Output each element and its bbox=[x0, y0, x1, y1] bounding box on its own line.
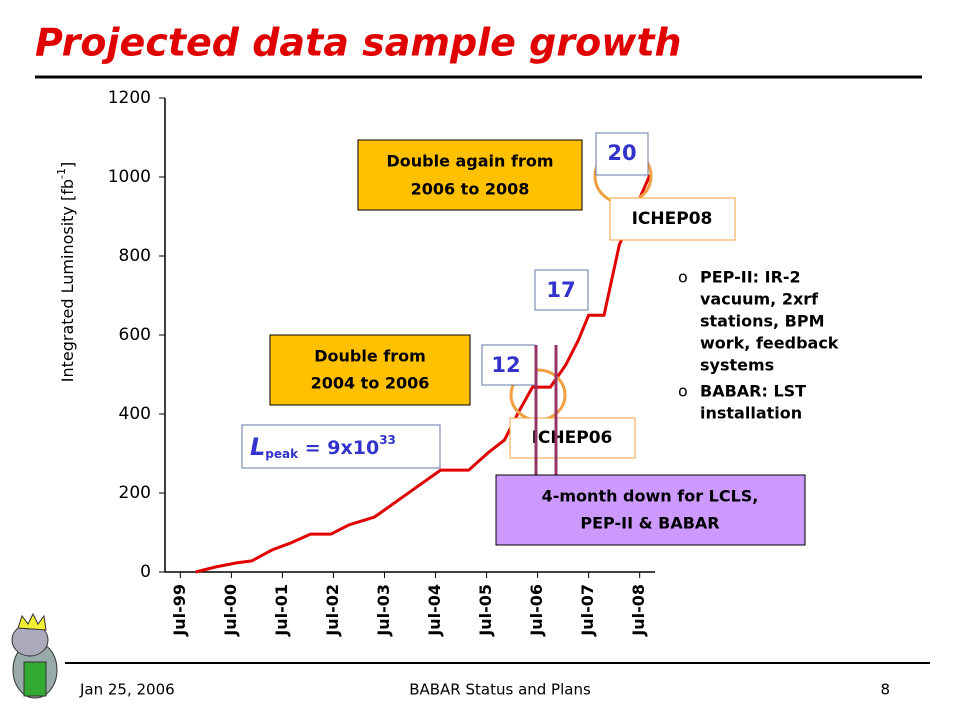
y-label-part: ] bbox=[58, 162, 77, 168]
footer-title: BABAR Status and Plans bbox=[409, 681, 591, 699]
x-tick-label: Jul-01 bbox=[272, 584, 291, 637]
lpeak-text: Lpeak = 9x1033 bbox=[250, 433, 396, 462]
x-tick-label: Jul-07 bbox=[578, 584, 597, 637]
bullet-text: vacuum, 2xrf bbox=[700, 290, 819, 309]
label-box bbox=[609, 197, 736, 241]
lpeak-l: L bbox=[250, 433, 265, 461]
label-box bbox=[509, 417, 636, 459]
y-label-part: Integrated Luminosity [fb bbox=[58, 179, 77, 382]
bullet-text: installation bbox=[700, 404, 802, 423]
note-box bbox=[357, 139, 583, 211]
count-text: 17 bbox=[546, 278, 575, 302]
note-text: Double again from bbox=[386, 152, 553, 171]
y-tick-label: 1200 bbox=[108, 88, 151, 108]
count-text: 12 bbox=[491, 353, 520, 377]
slide-title: Projected data sample growth bbox=[35, 21, 682, 65]
lpeak-sup: 33 bbox=[379, 433, 396, 447]
note-text: 2006 to 2008 bbox=[411, 180, 530, 199]
count-box bbox=[481, 344, 536, 386]
note-text: 2004 to 2006 bbox=[311, 374, 430, 393]
bullet-marker: o bbox=[678, 382, 688, 401]
bullet-text: BABAR: LST bbox=[700, 382, 806, 401]
note-text: Double from bbox=[314, 347, 426, 366]
logo bbox=[11, 612, 58, 699]
x-tick-label: Jul-00 bbox=[221, 584, 240, 637]
y-tick-label: 200 bbox=[119, 483, 151, 503]
bullet-text: PEP-II: IR-2 bbox=[700, 268, 801, 287]
count-box bbox=[595, 132, 649, 176]
note-text: 4-month down for LCLS, bbox=[542, 487, 759, 506]
plot: 0 200 400 600 800 1000 1200 Jul-99 Jul-00 Jul-01 J… bbox=[108, 88, 655, 637]
bullet-marker: o bbox=[678, 268, 688, 287]
x-tick-label: Jul-05 bbox=[476, 584, 495, 637]
x-tick-label: Jul-03 bbox=[374, 584, 393, 637]
x-tick-label: Jul-06 bbox=[527, 584, 546, 637]
count-box bbox=[534, 269, 589, 311]
y-tick-label: 0 bbox=[140, 562, 151, 582]
note-box bbox=[495, 474, 806, 546]
bullet-text: stations, BPM bbox=[700, 312, 825, 331]
x-tick-label: Jul-02 bbox=[323, 584, 342, 637]
x-tick-label: Jul-04 bbox=[425, 584, 444, 637]
x-tick-label: Jul-99 bbox=[170, 584, 189, 637]
bullets: o PEP-II: IR-2 vacuum, 2xrf stations, BPM wo… bbox=[678, 268, 839, 423]
y-axis-label: Integrated Luminosity [fb-1] bbox=[55, 162, 77, 382]
lpeak-box bbox=[241, 424, 441, 469]
count-text: 20 bbox=[607, 141, 636, 165]
note-box bbox=[269, 334, 471, 406]
note-text: PEP-II & BABAR bbox=[580, 514, 719, 533]
y-tick-label: 400 bbox=[119, 404, 151, 424]
y-tick-label: 600 bbox=[119, 325, 151, 345]
lpeak-eq: = 9x10 bbox=[298, 437, 379, 459]
label-text: ICHEP08 bbox=[632, 209, 713, 229]
bullet-text: work, feedback bbox=[700, 334, 839, 353]
y-tick-label: 1000 bbox=[108, 167, 151, 187]
footer-page: 8 bbox=[880, 681, 890, 699]
x-tick-label: Jul-08 bbox=[629, 584, 648, 637]
y-tick-label: 800 bbox=[119, 246, 151, 266]
footer-date: Jan 25, 2006 bbox=[79, 681, 175, 699]
y-label-sup: -1 bbox=[55, 168, 68, 179]
label-text: ICHEP06 bbox=[532, 428, 613, 448]
bullet-text: systems bbox=[700, 356, 774, 375]
data-line bbox=[195, 174, 652, 574]
lpeak-sub: peak bbox=[265, 447, 299, 461]
